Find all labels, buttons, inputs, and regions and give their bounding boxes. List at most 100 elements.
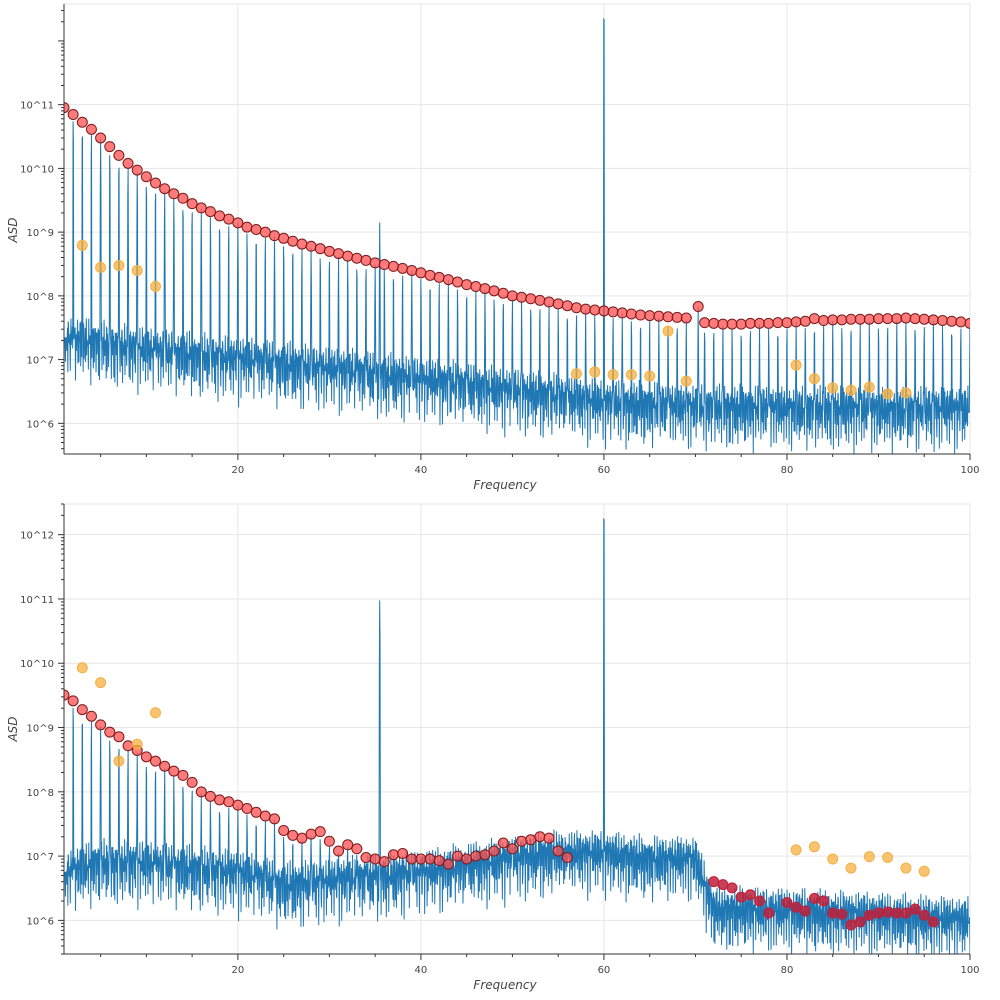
peak-marker [717, 318, 729, 330]
peak-marker [497, 837, 509, 849]
x-tick-label: 80 [781, 465, 794, 476]
orange-marker [662, 325, 674, 337]
orange-marker [113, 259, 125, 271]
peak-marker [406, 265, 418, 277]
peak-marker [85, 123, 97, 135]
low-marker [799, 905, 811, 917]
peak-marker [516, 835, 528, 847]
peak-marker [95, 132, 107, 144]
peak-marker [268, 230, 280, 242]
peak-marker [461, 853, 473, 865]
peak-marker [214, 210, 226, 222]
peak-marker [909, 313, 921, 325]
low-marker [863, 909, 875, 921]
peak-marker [113, 731, 125, 743]
peak-marker [168, 188, 180, 200]
peak-marker [342, 250, 354, 262]
orange-marker [644, 370, 656, 382]
peak-marker [525, 293, 537, 305]
peak-marker [296, 238, 308, 250]
peak-marker [506, 290, 518, 302]
low-marker [726, 882, 738, 894]
y-tick-label: 10^10 [20, 164, 54, 175]
peak-marker [378, 259, 390, 271]
peak-marker [104, 141, 116, 153]
peak-markers [64, 102, 970, 330]
peak-marker [433, 855, 445, 867]
y-tick-label: 10^6 [27, 916, 54, 927]
peak-marker [808, 313, 820, 325]
peak-marker [625, 308, 637, 320]
orange-marker [845, 384, 857, 396]
x-tick-label: 20 [232, 465, 245, 476]
x-tick-label: 60 [598, 465, 611, 476]
peak-marker [250, 223, 262, 235]
x-tick-label: 40 [415, 965, 428, 976]
peak-marker [534, 831, 546, 843]
peak-marker [433, 271, 445, 283]
orange-marker [790, 844, 802, 856]
orange-marker [808, 373, 820, 385]
peak-marker [927, 314, 939, 326]
peak-marker [424, 269, 436, 281]
peak-marker [424, 853, 436, 865]
low-marker [818, 895, 830, 907]
peak-marker [946, 315, 958, 327]
orange-marker [625, 369, 637, 381]
peak-marker [699, 317, 711, 329]
peak-marker [772, 317, 784, 329]
orange-marker [570, 368, 582, 380]
y-tick-label: 10^6 [27, 419, 54, 430]
low-marker [882, 906, 894, 918]
peak-marker [488, 285, 500, 297]
orange-marker [900, 387, 912, 399]
y-tick-label: 10^8 [27, 292, 54, 303]
orange-marker [863, 851, 875, 863]
peak-marker [259, 810, 271, 822]
peak-marker [113, 149, 125, 161]
y-tick-label: 10^12 [20, 531, 54, 542]
peak-marker [85, 710, 97, 722]
peak-marker [561, 852, 573, 864]
orange-marker [76, 239, 88, 251]
peak-marker [64, 689, 70, 701]
peak-marker [195, 786, 207, 798]
y-tick-label: 10^10 [20, 659, 54, 670]
peak-marker [177, 769, 189, 781]
low-marker [763, 907, 775, 919]
peak-marker [195, 202, 207, 214]
peak-marker [470, 850, 482, 862]
peak-marker [387, 849, 399, 861]
x-axis-title: Frequency [473, 978, 537, 992]
low-marker [717, 879, 729, 891]
y-axis-title: ASD [6, 716, 20, 742]
orange-marker [680, 375, 692, 387]
orange-marker [607, 369, 619, 381]
peak-marker [296, 832, 308, 844]
peak-marker [278, 825, 290, 837]
peak-marker [223, 213, 235, 225]
peak-marker [552, 845, 564, 857]
peak-marker [186, 776, 198, 788]
peak-marker [799, 315, 811, 327]
orange-marker [845, 862, 857, 874]
peak-marker [397, 262, 409, 274]
peak-marker [680, 312, 692, 324]
x-axis-title: Frequency [473, 478, 537, 492]
peak-marker [314, 243, 326, 255]
peak-marker [580, 303, 592, 315]
peak-marker [754, 317, 766, 329]
peak-marker [964, 317, 970, 329]
peak-marker [140, 171, 152, 183]
peak-marker [150, 177, 162, 189]
peak-marker [479, 849, 491, 861]
peak-marker [415, 267, 427, 279]
low-marker [744, 889, 756, 901]
peak-marker [452, 276, 464, 288]
peak-marker [278, 232, 290, 244]
peak-marker [159, 760, 171, 772]
peak-marker [671, 311, 683, 323]
orange-marker [150, 707, 162, 719]
peak-marker [744, 317, 756, 329]
